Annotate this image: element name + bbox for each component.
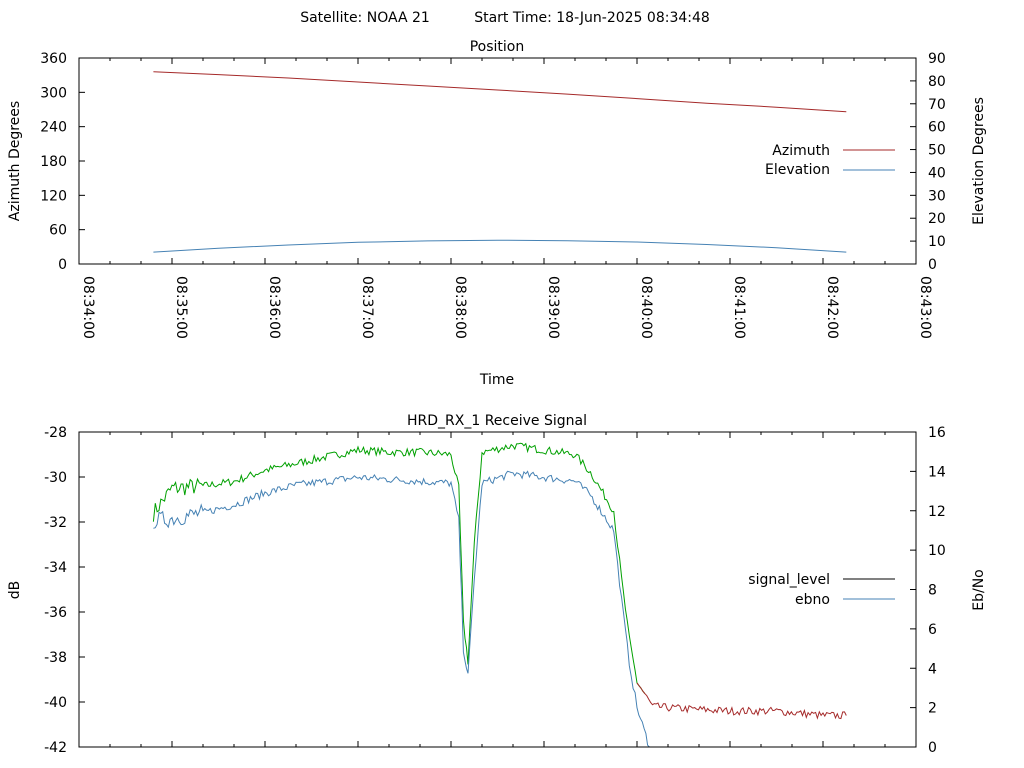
azimuth-axis-title: Azimuth Degrees: [7, 101, 23, 221]
series-line-azimuth: [153, 71, 847, 113]
series-line-ebno: [153, 470, 650, 747]
signal-legend: signal_level ebno: [748, 572, 895, 608]
ebno-tick-label: 12: [928, 504, 946, 520]
time-tick-label: 08:35:00: [173, 276, 189, 339]
elevation-tick-label: 80: [928, 74, 946, 90]
db-tick-label: -28: [44, 425, 67, 441]
elevation-tick-label: 40: [928, 165, 946, 181]
elevation-axis-title: Elevation Degrees: [971, 97, 987, 225]
ebno-tick-label: 6: [928, 622, 937, 638]
db-axis-title: dB: [7, 581, 23, 600]
db-tick-label: -30: [44, 470, 67, 486]
azimuth-tick-label: 360: [40, 51, 67, 67]
receive-signal-chart: HRD_RX_1 Receive Signal -42 -40 -38 -36 -34 -…: [7, 413, 987, 756]
ebno-axis-title: Eb/No: [971, 569, 987, 611]
series-line-signal-level-locked: [152, 442, 646, 694]
ebno-tick-label: 8: [928, 583, 937, 599]
azimuth-tick-label: 120: [40, 188, 67, 204]
time-tick-label: 08:34:00: [80, 276, 96, 339]
ebno-tick-label: 16: [928, 425, 946, 441]
db-tick-label: -40: [44, 695, 67, 711]
signal-plot-frame: [78, 431, 917, 748]
series-line-signal-level-unlocked: [636, 682, 847, 720]
azimuth-tick-label: 240: [40, 120, 67, 136]
ebno-tick-label: 14: [928, 464, 946, 480]
elevation-tick-label: 60: [928, 120, 946, 136]
elevation-tick-label: 10: [928, 234, 946, 250]
series-line-elevation: [153, 239, 847, 253]
db-tick-label: -36: [44, 605, 67, 621]
legend-azimuth-label: Azimuth: [772, 143, 830, 159]
elevation-tick-label: 0: [928, 257, 937, 273]
legend-ebno-label: ebno: [795, 592, 830, 608]
elevation-tick-label: 50: [928, 143, 946, 159]
position-x-axis-title: Time: [479, 372, 514, 388]
elevation-tick-label: 70: [928, 97, 946, 113]
position-plot-frame: [78, 57, 917, 265]
time-tick-label: 08:36:00: [266, 276, 282, 339]
db-tick-label: -32: [44, 515, 67, 531]
legend-signal-level-label: signal_level: [748, 572, 830, 588]
azimuth-tick-label: 180: [40, 154, 67, 170]
start-time-label: Start Time: 18-Jun-2025 08:34:48: [474, 10, 710, 26]
legend-elevation-label: Elevation: [765, 162, 830, 178]
elevation-tick-label: 20: [928, 211, 946, 227]
time-tick-label: 08:38:00: [452, 276, 468, 339]
time-tick-label: 08:42:00: [824, 276, 840, 339]
ebno-tick-label: 2: [928, 701, 937, 717]
azimuth-tick-label: 300: [40, 85, 67, 101]
azimuth-tick-label: 60: [49, 223, 67, 239]
ebno-tick-label: 4: [928, 661, 937, 677]
time-tick-label: 08:43:00: [917, 276, 933, 339]
elevation-tick-label: 30: [928, 188, 946, 204]
ebno-tick-label: 0: [928, 740, 937, 756]
elevation-tick-label: 90: [928, 51, 946, 67]
db-tick-label: -34: [44, 560, 67, 576]
azimuth-tick-label: 0: [58, 257, 67, 273]
receive-signal-chart-title: HRD_RX_1 Receive Signal: [407, 413, 587, 429]
satellite-label: Satellite: NOAA 21: [300, 10, 430, 26]
time-tick-label: 08:41:00: [731, 276, 747, 339]
time-tick-label: 08:39:00: [545, 276, 561, 339]
ebno-tick-label: 10: [928, 543, 946, 559]
db-tick-label: -42: [44, 740, 67, 756]
db-tick-label: -38: [44, 650, 67, 666]
position-chart-title: Position: [470, 39, 525, 55]
time-tick-label: 08:37:00: [359, 276, 375, 339]
position-chart: Position 0 60 120 180 240 300 360 0 10 20 30 40 50 60…: [7, 39, 987, 388]
position-legend: Azimuth Elevation: [765, 143, 895, 178]
time-tick-label: 08:40:00: [638, 276, 654, 339]
